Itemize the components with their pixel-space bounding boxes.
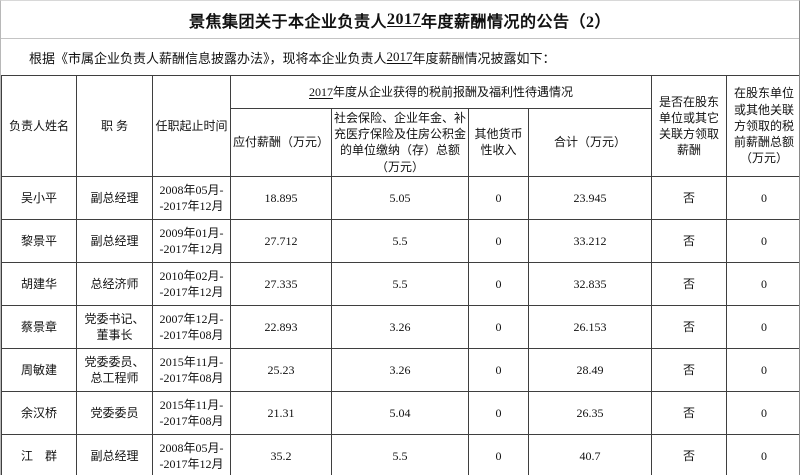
cell-total: 26.153 — [527, 304, 653, 349]
cell-position: 副总经理 — [76, 218, 153, 263]
cell-total: 33.212 — [527, 218, 653, 263]
table-row: 余汉桥 党委委员 2015年11月- -2017年08月 21.31 5.04 0 26.3… — [1, 390, 799, 435]
span-header-year-underlined: 2017 — [309, 84, 333, 99]
cell-term: 2008年05月- -2017年12月 — [152, 175, 231, 220]
cell-insurance: 5.04 — [331, 390, 469, 435]
cell-payable: 35.2 — [230, 433, 332, 475]
header-payable: 应付薪酬（万元） — [230, 108, 332, 177]
cell-shareholder_amount: 0 — [726, 261, 799, 306]
table-row: 吴小平 副总经理 2008年05月- -2017年12月 18.895 5.05 0 23.… — [1, 175, 799, 220]
cell-insurance: 5.5 — [331, 433, 469, 475]
cell-payable: 18.895 — [230, 175, 332, 220]
cell-shareholder_paid: 否 — [651, 175, 728, 220]
cell-position: 党委书记、董事长 — [76, 304, 153, 349]
cell-name: 蔡景章 — [1, 304, 77, 349]
cell-total: 40.7 — [527, 433, 653, 475]
cell-shareholder_paid: 否 — [651, 347, 728, 392]
cell-shareholder_paid: 否 — [651, 304, 728, 349]
cell-term: 2010年02月- -2017年12月 — [152, 261, 231, 306]
cell-shareholder_amount: 0 — [726, 433, 799, 475]
cell-insurance: 5.5 — [331, 261, 469, 306]
cell-total: 26.35 — [527, 390, 653, 435]
cell-position: 副总经理 — [76, 433, 153, 475]
header-name: 负责人姓名 — [1, 75, 77, 177]
header-insurance: 社会保险、企业年金、补充医疗保险及住房公积金的单位缴纳（存）总额（万元） — [331, 108, 469, 177]
cell-name: 江 群 — [1, 433, 77, 475]
intro-text-pre: 根据《市属企业负责人薪酬信息披露办法》，现将本企业负责人 — [29, 50, 387, 66]
cell-name: 吴小平 — [1, 175, 77, 220]
intro-text-post: 年度薪酬情况披露如下： — [412, 50, 556, 66]
cell-shareholder_amount: 0 — [726, 304, 799, 349]
header-position: 职 务 — [76, 75, 153, 177]
table-row: 胡建华 总经济师 2010年02月- -2017年12月 27.335 5.5 0 32.8… — [1, 261, 799, 306]
cell-name: 周敏建 — [1, 347, 77, 392]
cell-insurance: 3.26 — [331, 347, 469, 392]
cell-other: 0 — [468, 347, 529, 392]
cell-other: 0 — [468, 175, 529, 220]
cell-other: 0 — [468, 390, 529, 435]
cell-total: 23.945 — [527, 175, 653, 220]
cell-payable: 27.335 — [230, 261, 332, 306]
cell-insurance: 5.5 — [331, 218, 469, 263]
cell-term: 2015年11月- -2017年08月 — [152, 347, 231, 392]
cell-shareholder_paid: 否 — [651, 261, 728, 306]
cell-term: 2015年11月- -2017年08月 — [152, 390, 231, 435]
header-other-income: 其他货币性收入 — [468, 108, 529, 177]
cell-term: 2007年12月- -2017年08月 — [152, 304, 231, 349]
cell-term: 2009年01月- -2017年12月 — [152, 218, 231, 263]
header-shareholder-amount: 在股东单位或其他关联方领取的税前薪酬总额（万元） — [726, 75, 799, 177]
header-compensation-span: 2017年度从企业获得的税前报酬及福利性待遇情况 — [229, 75, 653, 109]
salary-table: 负责人姓名 职 务 任职起止时间 2017年度从企业获得的税前报酬及福利性待遇情… — [1, 75, 799, 475]
cell-payable: 22.893 — [230, 304, 332, 349]
cell-shareholder_paid: 否 — [651, 390, 728, 435]
cell-other: 0 — [468, 261, 529, 306]
cell-payable: 21.31 — [230, 390, 332, 435]
header-term: 任职起止时间 — [152, 75, 231, 177]
header-shareholder-paid: 是否在股东单位或其它关联方领取薪酬 — [651, 75, 728, 177]
cell-total: 32.835 — [527, 261, 653, 306]
cell-term: 2008年05月- -2017年12月 — [152, 433, 231, 475]
cell-shareholder_amount: 0 — [726, 175, 799, 220]
cell-insurance: 3.26 — [331, 304, 469, 349]
cell-payable: 27.712 — [230, 218, 332, 263]
cell-shareholder_paid: 否 — [651, 218, 728, 263]
cell-shareholder_amount: 0 — [726, 390, 799, 435]
cell-name: 黎景平 — [1, 218, 77, 263]
header-total: 合计（万元） — [527, 108, 653, 177]
cell-position: 总经济师 — [76, 261, 153, 306]
table-row: 蔡景章 党委书记、董事长 2007年12月- -2017年08月 22.893 3.26… — [1, 304, 799, 349]
title-text-post: 年度薪酬情况的公告（2） — [421, 13, 612, 31]
cell-payable: 25.23 — [230, 347, 332, 392]
cell-position: 党委委员、总工程师 — [76, 347, 153, 392]
table-row: 江 群副总经理 2008年05月- -2017年12月 35.2 5.5 0 40.7 否 0 — [1, 433, 799, 475]
table-body: 吴小平 副总经理 2008年05月- -2017年12月 18.895 5.05 0 23.… — [1, 175, 799, 475]
title-text-pre: 景焦集团关于本企业负责人 — [188, 13, 387, 31]
cell-name: 胡建华 — [1, 261, 77, 306]
table-row: 黎景平 副总经理 2009年01月- -2017年12月 27.712 5.5 0 33.2… — [1, 218, 799, 263]
cell-shareholder_amount: 0 — [726, 347, 799, 392]
cell-shareholder_amount: 0 — [726, 218, 799, 263]
intro-year-underlined: 2017 — [386, 49, 413, 64]
announcement-title: 景焦集团关于本企业负责人 2017 年度薪酬情况的公告（2） — [1, 1, 799, 39]
cell-total: 28.49 — [527, 347, 653, 392]
cell-position: 党委委员 — [76, 390, 153, 435]
cell-shareholder_paid: 否 — [651, 433, 728, 475]
cell-insurance: 5.05 — [331, 175, 469, 220]
cell-name: 余汉桥 — [1, 390, 77, 435]
span-header-post: 年度从企业获得的税前报酬及福利性待遇情况 — [333, 84, 574, 99]
title-year-underlined: 2017 — [387, 10, 421, 28]
table-row: 周敏建 党委委员、总工程师 2015年11月- -2017年08月 25.23 3.26… — [1, 347, 799, 392]
cell-other: 0 — [468, 218, 529, 263]
cell-position: 副总经理 — [76, 175, 153, 220]
intro-paragraph: 根据《市属企业负责人薪酬信息披露办法》，现将本企业负责人 2017 年度薪酬情况披露… — [1, 39, 799, 75]
cell-other: 0 — [468, 433, 529, 475]
cell-other: 0 — [468, 304, 529, 349]
